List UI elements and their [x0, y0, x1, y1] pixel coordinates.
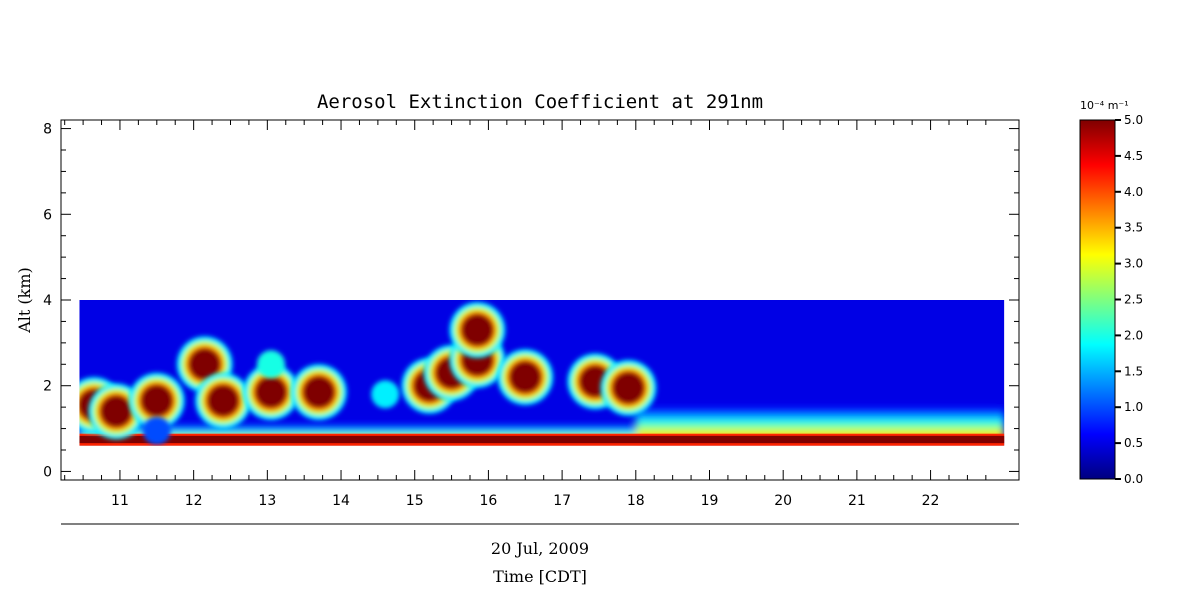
colorbar-tick-label: 0.5: [1124, 436, 1143, 450]
colorbar-tick-label: 2.5: [1124, 293, 1143, 307]
x-tick-label: 21: [848, 493, 866, 509]
y-tick-label: 4: [43, 293, 52, 309]
x-axis-label: Time [CDT]: [493, 567, 587, 586]
aerosol-feature: [449, 302, 506, 358]
aerosol-feature: [142, 416, 171, 445]
x-tick-label: 22: [922, 493, 940, 509]
colorbar-tick-label: 3.0: [1124, 257, 1143, 271]
y-tick-label: 6: [43, 207, 52, 223]
y-tick-label: 8: [43, 122, 52, 138]
aerosol-feature: [243, 364, 300, 421]
x-tick-label: 14: [332, 493, 350, 509]
x-tick-label: 17: [553, 493, 571, 509]
surface-layer: [79, 435, 1005, 444]
colorbar: 10⁻⁴ m⁻¹ 0.0 0.5 1.0 1.5 2.0 2.5 3.0 3.5 4.0 4.5 5…: [1079, 99, 1143, 486]
colorbar-tick-label: 4.0: [1124, 185, 1143, 199]
colorbar-unit-label: 10⁻⁴ m⁻¹: [1080, 99, 1129, 112]
aerosol-feature: [128, 372, 185, 429]
x-tick-label: 13: [258, 493, 276, 509]
date-label: 20 Jul, 2009: [491, 539, 589, 558]
y-axis-label: Alt (km): [15, 267, 34, 334]
x-tick-label: 18: [627, 493, 645, 509]
x-tick-label: 20: [774, 493, 792, 509]
colorbar-tick-label: 1.5: [1124, 364, 1143, 378]
aerosol-feature: [176, 336, 233, 393]
x-axis: 11 12 13 14 15 16 17 18 19 20 21 22: [64, 120, 987, 509]
y-tick-label: 2: [43, 379, 52, 395]
y-axis: 0 2 4 6 8: [43, 122, 1019, 480]
aerosol-feature: [195, 372, 252, 429]
aerosol-feature: [497, 349, 554, 406]
colorbar-gradient: [1079, 119, 1116, 480]
x-tick-label: 15: [406, 493, 424, 509]
colorbar-tick-label: 5.0: [1124, 113, 1143, 127]
aerosol-feature: [290, 364, 347, 421]
colorbar-tick-label: 2.0: [1124, 328, 1143, 342]
heatmap-field: [79, 300, 1005, 446]
x-tick-label: 19: [701, 493, 719, 509]
colorbar-tick-label: 1.0: [1124, 400, 1143, 414]
x-tick-label: 11: [111, 493, 129, 509]
colorbar-tick-label: 3.5: [1124, 221, 1143, 235]
chart-title: Aerosol Extinction Coefficient at 291nm: [317, 91, 763, 113]
aerosol-feature: [257, 350, 286, 379]
aerosol-feature: [371, 380, 400, 409]
aerosol-feature: [600, 359, 657, 416]
x-tick-label: 12: [185, 493, 203, 509]
x-tick-label: 16: [480, 493, 498, 509]
colorbar-tick-label: 4.5: [1124, 149, 1143, 163]
y-tick-label: 0: [43, 464, 52, 480]
colorbar-tick-label: 0.0: [1124, 472, 1143, 486]
